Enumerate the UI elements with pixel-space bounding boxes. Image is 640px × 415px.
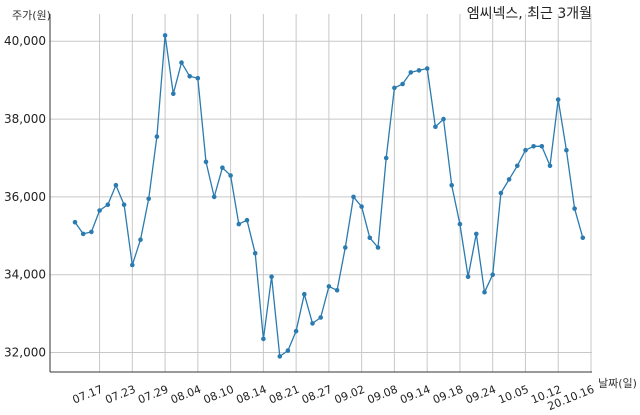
y-tick-label: 34,000	[4, 268, 46, 282]
y-tick-label: 38,000	[4, 112, 46, 126]
x-tick-label: 09.02	[333, 383, 367, 407]
data-point	[482, 289, 487, 295]
data-point	[580, 235, 586, 241]
x-tick-label: 09.08	[365, 383, 399, 407]
data-point	[424, 66, 430, 71]
data-point	[506, 177, 512, 182]
y-axis-label: 주가(원)	[12, 9, 51, 22]
data-point	[269, 274, 274, 280]
y-tick-label: 40,000	[4, 34, 46, 48]
data-point	[359, 204, 364, 209]
data-point	[220, 165, 225, 170]
data-point	[375, 245, 381, 250]
data-point	[465, 274, 471, 280]
data-point	[564, 147, 569, 153]
x-tick-labels: 07.1707.2307.2908.0408.1008.1408.2108.27…	[71, 383, 596, 413]
data-point	[367, 235, 373, 241]
x-tick-label: 09.14	[398, 383, 432, 407]
price-series	[72, 33, 586, 359]
data-point	[515, 163, 520, 169]
data-point	[572, 206, 577, 211]
y-tick-label: 32,000	[4, 346, 46, 360]
y-tick-labels: 32,000 34,000 36,000 38,000 40,000	[4, 34, 46, 359]
data-point	[179, 60, 184, 65]
data-point	[400, 81, 405, 87]
data-point	[433, 124, 438, 130]
y-tick-label: 36,000	[4, 190, 46, 204]
data-point	[89, 229, 94, 235]
data-point	[302, 291, 307, 297]
x-tick-label: 07.29	[136, 383, 170, 407]
data-point	[441, 116, 446, 122]
data-point	[449, 182, 455, 188]
x-tick-label: 08.21	[267, 383, 301, 407]
x-tick-label: 08.14	[234, 383, 268, 407]
data-point	[187, 74, 192, 79]
data-point	[195, 75, 201, 81]
data-point	[211, 194, 217, 200]
x-tick-label: 08.27	[300, 383, 334, 407]
data-point	[203, 159, 209, 165]
data-point	[244, 217, 250, 223]
data-point	[498, 190, 504, 196]
x-tick-label: 10.05	[496, 383, 530, 407]
data-point	[392, 85, 397, 91]
data-point	[326, 284, 332, 289]
data-point	[97, 208, 102, 213]
data-point	[416, 68, 422, 73]
data-point	[72, 219, 78, 225]
data-point	[171, 91, 176, 97]
data-point	[105, 202, 111, 207]
data-point	[383, 155, 389, 161]
x-tick-label: 08.04	[169, 383, 203, 407]
data-point	[277, 354, 283, 359]
grid	[50, 14, 592, 372]
x-tick-label: 08.10	[202, 383, 236, 407]
data-point	[236, 221, 242, 227]
data-point	[351, 194, 356, 200]
data-point	[138, 237, 143, 242]
data-point	[130, 262, 135, 268]
axes	[49, 14, 592, 373]
data-point	[285, 348, 291, 353]
x-axis-label: 날짜(일)	[598, 376, 637, 390]
data-point	[343, 245, 348, 250]
data-point	[261, 336, 266, 342]
data-point	[547, 163, 553, 169]
data-point	[474, 231, 479, 237]
data-point	[162, 33, 168, 38]
data-point	[228, 173, 233, 178]
data-point	[310, 321, 315, 326]
data-point	[523, 147, 528, 153]
x-tick-label: 09.24	[464, 383, 498, 407]
x-tick-label: 09.18	[431, 383, 465, 407]
data-point	[408, 70, 414, 75]
chart-title: 엠씨넥스, 최근 3개월	[467, 6, 592, 22]
data-point	[555, 97, 561, 102]
data-point	[334, 288, 340, 293]
data-point	[318, 315, 324, 320]
data-point	[490, 272, 496, 278]
data-point	[531, 144, 536, 149]
data-point	[293, 328, 299, 334]
data-point	[154, 134, 160, 139]
data-point	[146, 196, 151, 202]
data-point	[252, 251, 258, 256]
data-point	[121, 202, 127, 207]
data-point	[457, 221, 463, 227]
data-point	[113, 182, 119, 188]
x-tick-label: 07.17	[71, 383, 105, 407]
data-point	[539, 144, 545, 149]
x-tick-label: 07.23	[103, 383, 137, 407]
data-point	[80, 231, 86, 237]
